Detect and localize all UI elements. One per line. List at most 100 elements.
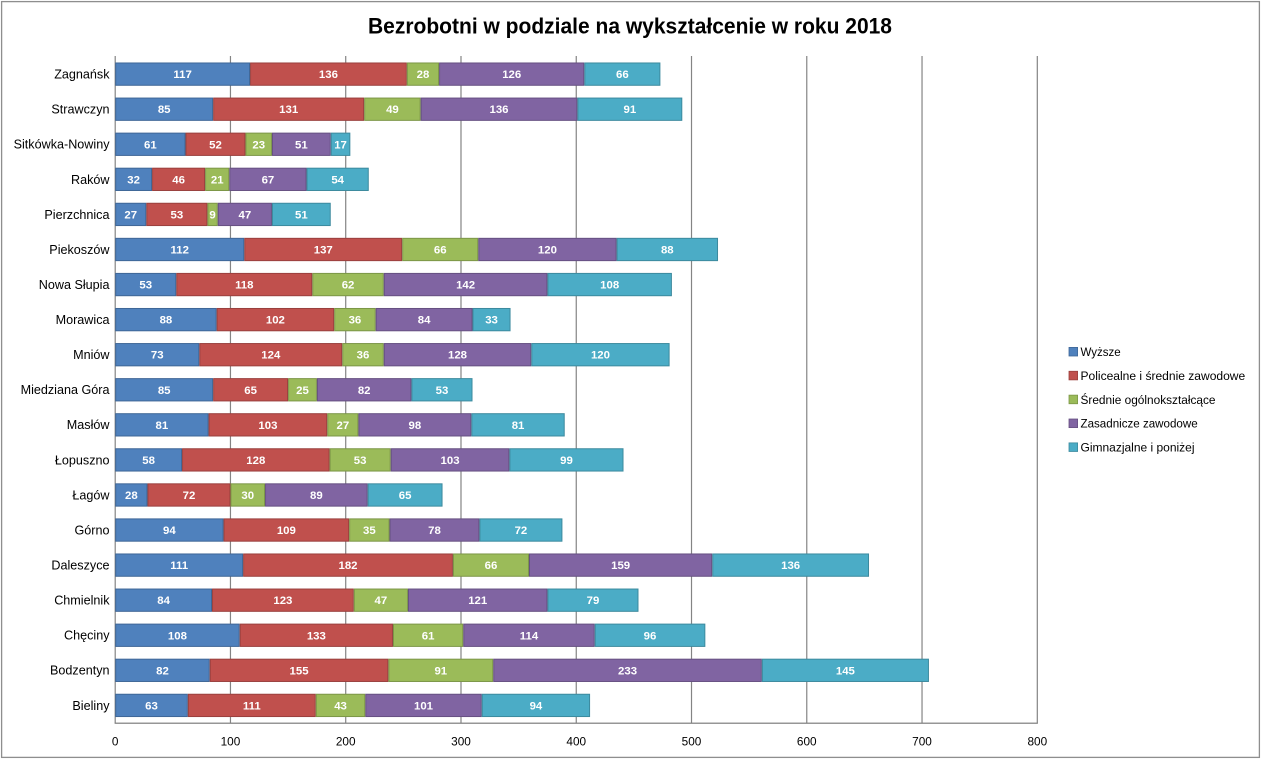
svg-text:58: 58 [142, 455, 155, 467]
svg-text:182: 182 [339, 560, 358, 572]
svg-text:133: 133 [307, 630, 326, 642]
svg-text:81: 81 [156, 420, 169, 432]
svg-text:82: 82 [156, 665, 169, 677]
svg-text:35: 35 [363, 525, 376, 537]
svg-text:98: 98 [409, 420, 422, 432]
svg-text:126: 126 [502, 69, 521, 81]
svg-text:21: 21 [211, 174, 224, 186]
svg-text:32: 32 [127, 174, 140, 186]
svg-text:84: 84 [157, 595, 170, 607]
svg-text:800: 800 [1027, 734, 1047, 748]
svg-text:91: 91 [624, 104, 637, 116]
svg-text:136: 136 [319, 69, 338, 81]
svg-text:103: 103 [258, 420, 277, 432]
svg-text:79: 79 [587, 595, 600, 607]
svg-text:Daleszyce: Daleszyce [51, 559, 109, 573]
svg-text:25: 25 [296, 385, 309, 397]
svg-text:Raków: Raków [71, 173, 110, 187]
svg-text:103: 103 [441, 455, 460, 467]
svg-text:53: 53 [171, 209, 184, 221]
svg-text:28: 28 [417, 69, 430, 81]
svg-text:112: 112 [171, 244, 189, 256]
svg-text:136: 136 [490, 104, 509, 116]
svg-text:30: 30 [241, 490, 254, 502]
svg-text:43: 43 [334, 700, 347, 712]
svg-text:49: 49 [386, 104, 399, 116]
svg-text:100: 100 [221, 734, 241, 748]
svg-text:66: 66 [485, 560, 498, 572]
svg-text:82: 82 [358, 385, 371, 397]
svg-text:118: 118 [235, 280, 253, 292]
svg-text:85: 85 [158, 104, 171, 116]
svg-text:128: 128 [448, 350, 467, 362]
svg-text:Chmielnik: Chmielnik [54, 594, 110, 608]
svg-text:36: 36 [357, 350, 370, 362]
svg-text:Miedziana Góra: Miedziana Góra [21, 383, 110, 397]
svg-text:111: 111 [243, 700, 261, 712]
svg-text:51: 51 [295, 139, 308, 151]
svg-text:53: 53 [139, 280, 152, 292]
svg-text:63: 63 [145, 700, 158, 712]
svg-text:Chęciny: Chęciny [64, 629, 110, 643]
svg-text:36: 36 [349, 315, 362, 327]
svg-text:91: 91 [434, 665, 447, 677]
svg-text:120: 120 [591, 350, 610, 362]
svg-text:99: 99 [560, 455, 573, 467]
svg-text:136: 136 [781, 560, 800, 572]
svg-text:131: 131 [279, 104, 299, 116]
svg-text:159: 159 [611, 560, 630, 572]
svg-text:Bodzentyn: Bodzentyn [50, 664, 110, 678]
svg-text:Piekoszów: Piekoszów [49, 243, 110, 257]
svg-text:33: 33 [485, 315, 498, 327]
svg-text:Morawica: Morawica [56, 313, 110, 327]
svg-text:128: 128 [246, 455, 265, 467]
svg-text:600: 600 [797, 734, 817, 748]
svg-text:65: 65 [244, 385, 257, 397]
svg-text:65: 65 [399, 490, 412, 502]
svg-text:27: 27 [124, 209, 137, 221]
svg-text:46: 46 [172, 174, 185, 186]
svg-text:700: 700 [912, 734, 932, 748]
svg-text:51: 51 [295, 209, 308, 221]
svg-text:233: 233 [618, 665, 637, 677]
svg-text:123: 123 [273, 595, 292, 607]
svg-text:62: 62 [342, 280, 355, 292]
svg-text:9: 9 [209, 209, 215, 221]
svg-text:155: 155 [290, 665, 310, 677]
svg-text:109: 109 [277, 525, 296, 537]
svg-text:88: 88 [160, 315, 173, 327]
svg-text:Mniów: Mniów [73, 348, 110, 362]
svg-text:500: 500 [682, 734, 702, 748]
svg-text:66: 66 [616, 69, 629, 81]
svg-text:94: 94 [530, 700, 543, 712]
svg-text:Górno: Górno [74, 523, 109, 537]
svg-text:88: 88 [661, 244, 674, 256]
svg-text:108: 108 [600, 280, 619, 292]
svg-text:89: 89 [310, 490, 323, 502]
svg-text:47: 47 [239, 209, 252, 221]
svg-text:85: 85 [158, 385, 171, 397]
svg-text:72: 72 [515, 525, 528, 537]
svg-text:145: 145 [836, 665, 856, 677]
svg-text:17: 17 [334, 139, 347, 151]
svg-text:Strawczyn: Strawczyn [51, 103, 109, 117]
svg-text:52: 52 [209, 139, 222, 151]
svg-text:94: 94 [163, 525, 176, 537]
svg-text:73: 73 [151, 350, 164, 362]
svg-text:200: 200 [336, 734, 356, 748]
svg-text:108: 108 [168, 630, 187, 642]
svg-text:137: 137 [314, 244, 333, 256]
svg-text:Gimnazjalne i poniżej: Gimnazjalne i poniżej [1081, 441, 1195, 455]
svg-text:Bieliny: Bieliny [72, 699, 110, 713]
svg-text:Zasadnicze zawodowe: Zasadnicze zawodowe [1081, 417, 1198, 431]
svg-text:53: 53 [436, 385, 449, 397]
svg-text:78: 78 [428, 525, 441, 537]
svg-text:Sitkówka-Nowiny: Sitkówka-Nowiny [14, 138, 111, 152]
svg-text:47: 47 [375, 595, 388, 607]
svg-text:Bezrobotni w podziale na wyksz: Bezrobotni w podziale na wykształcenie w… [368, 14, 892, 39]
svg-text:61: 61 [144, 139, 157, 151]
svg-text:111: 111 [170, 560, 188, 572]
svg-text:400: 400 [566, 734, 586, 748]
svg-text:101: 101 [414, 700, 434, 712]
svg-text:142: 142 [456, 280, 475, 292]
